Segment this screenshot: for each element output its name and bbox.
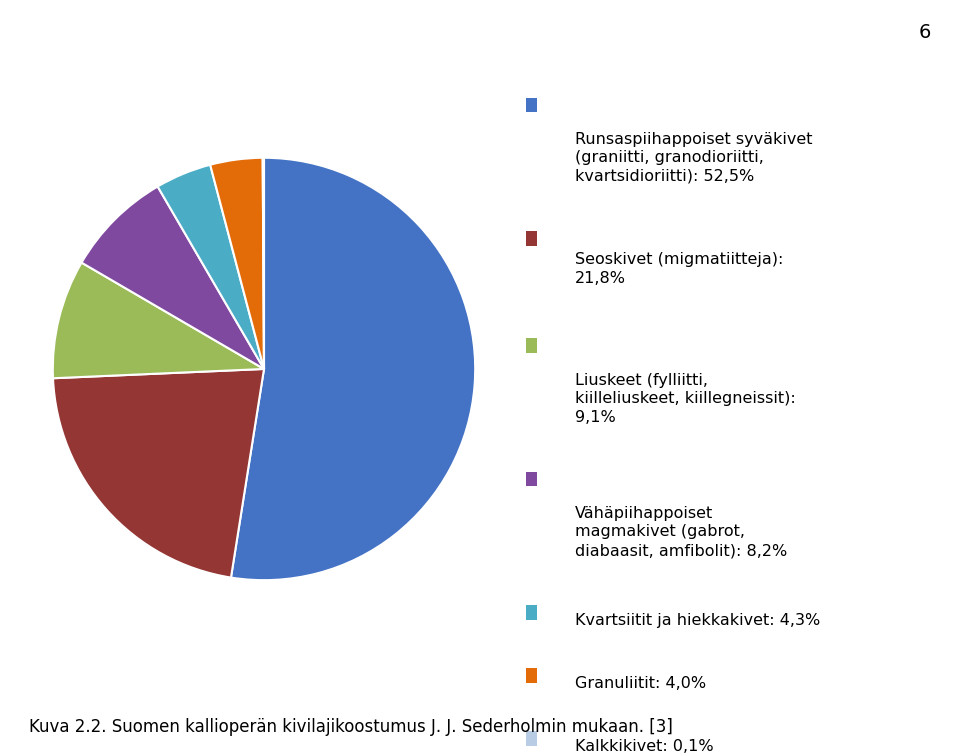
Text: Kuva 2.2. Suomen kallioperän kivilajikoostumus J. J. Sederholmin mukaan. [3]: Kuva 2.2. Suomen kallioperän kivilajikoo… bbox=[29, 718, 673, 736]
Bar bbox=[526, 668, 537, 683]
Bar bbox=[526, 731, 537, 745]
Text: Kalkkikivet: 0,1%: Kalkkikivet: 0,1% bbox=[575, 739, 713, 753]
Bar bbox=[526, 472, 537, 486]
Wedge shape bbox=[82, 187, 264, 369]
Bar bbox=[526, 605, 537, 620]
Wedge shape bbox=[231, 158, 475, 580]
Text: Vähäpiihappoiset
magmakivet (gabrot,
diabaasit, amfibolit): 8,2%: Vähäpiihappoiset magmakivet (gabrot, dia… bbox=[575, 506, 787, 558]
Bar bbox=[526, 339, 537, 353]
Wedge shape bbox=[157, 165, 264, 369]
Text: Kvartsiitit ja hiekkakivet: 4,3%: Kvartsiitit ja hiekkakivet: 4,3% bbox=[575, 614, 820, 629]
Text: Granuliitit: 4,0%: Granuliitit: 4,0% bbox=[575, 676, 707, 691]
Wedge shape bbox=[53, 263, 264, 378]
Bar bbox=[526, 98, 537, 112]
Bar bbox=[526, 231, 537, 245]
Text: Seoskivet (migmatiitteja):
21,8%: Seoskivet (migmatiitteja): 21,8% bbox=[575, 252, 783, 285]
Text: Liuskeet (fylliitti,
kiilleliuskeet, kiillegneissit):
9,1%: Liuskeet (fylliitti, kiilleliuskeet, kii… bbox=[575, 373, 796, 425]
Wedge shape bbox=[53, 369, 264, 578]
Wedge shape bbox=[263, 158, 264, 369]
Text: Runsaspiihappoiset syväkivet
(graniitti, granodioriitti,
kvartsidioriitti): 52,5: Runsaspiihappoiset syväkivet (graniitti,… bbox=[575, 132, 812, 184]
Text: 6: 6 bbox=[919, 23, 931, 41]
Wedge shape bbox=[210, 158, 264, 369]
